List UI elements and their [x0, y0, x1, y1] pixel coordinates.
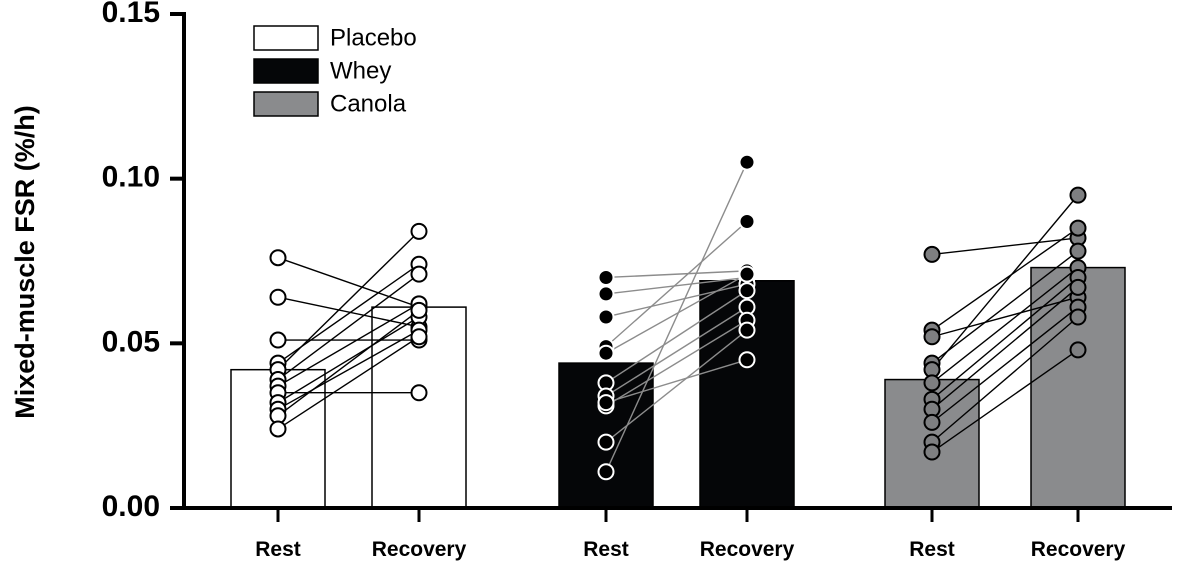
points-layer	[269, 153, 1087, 481]
y-axis-label: Mixed-muscle FSR (%/h)	[10, 105, 40, 419]
legend-label-whey: Whey	[330, 57, 391, 84]
pair-line-whey-2	[605, 276, 748, 295]
legend: Placebo Whey Canola	[253, 24, 417, 117]
point-whey-recovery-9	[738, 321, 756, 339]
pair-line-whey-9	[605, 329, 748, 443]
x-tick-label-recovery: Recovery	[372, 538, 467, 561]
pair-line-whey-4	[605, 220, 748, 348]
pair-line-canola-8	[931, 286, 1079, 410]
pair-line-placebo-6	[277, 273, 420, 381]
pair-line-canola-1	[931, 237, 1079, 256]
pair-line-whey-6	[605, 290, 748, 384]
pair-line-canola-3	[931, 296, 1079, 338]
point-whey-rest-2	[597, 285, 615, 303]
y-tick-label: 0.05	[102, 325, 160, 358]
point-whey-rest-3	[597, 308, 615, 326]
point-placebo-rest-12	[269, 420, 287, 438]
point-whey-rest-11	[597, 394, 615, 412]
pair-line-placebo-9	[277, 316, 420, 404]
point-canola-rest-3	[923, 328, 941, 346]
x-tick-label-recovery: Recovery	[700, 538, 795, 561]
pair-line-whey-5	[605, 273, 748, 354]
point-whey-recovery-4	[738, 212, 756, 230]
pair-line-placebo-12	[277, 336, 420, 430]
pair-line-placebo-5	[277, 230, 420, 371]
point-canola-rest-6	[923, 374, 941, 392]
pair-line-canola-11	[931, 349, 1079, 453]
x-tick-label-recovery: Recovery	[1031, 538, 1126, 561]
point-placebo-recovery-6	[410, 265, 428, 283]
legend-label-canola: Canola	[330, 90, 407, 117]
point-placebo-recovery-11	[410, 301, 428, 319]
point-whey-recovery-10	[738, 153, 756, 171]
point-canola-recovery-5	[1069, 186, 1087, 204]
pair-line-canola-7	[931, 276, 1079, 400]
pair-line-canola-9	[931, 306, 1079, 423]
pair-line-placebo-10	[277, 329, 420, 410]
point-whey-recovery-5	[738, 265, 756, 283]
point-placebo-rest-2	[269, 288, 287, 306]
point-placebo-recovery-5	[410, 222, 428, 240]
point-canola-rest-11	[923, 443, 941, 461]
pair-line-whey-10	[605, 161, 748, 473]
point-canola-recovery-4	[1069, 242, 1087, 260]
pair-line-placebo-11	[277, 309, 420, 417]
pair-line-canola-6	[931, 267, 1079, 384]
legend-label-placebo: Placebo	[330, 24, 417, 51]
point-whey-rest-10	[597, 463, 615, 481]
point-canola-recovery-10	[1069, 308, 1087, 326]
point-canola-rest-1	[923, 245, 941, 263]
point-whey-rest-1	[597, 268, 615, 286]
point-placebo-rest-1	[269, 249, 287, 267]
pair-line-placebo-7	[277, 303, 420, 387]
point-whey-recovery-6	[738, 282, 756, 300]
pair-line-canola-5	[931, 194, 1079, 371]
pair-line-placebo-2	[277, 296, 420, 328]
pair-line-placebo-1	[277, 257, 420, 308]
y-tick-label: 0.00	[102, 490, 160, 523]
point-canola-recovery-8	[1069, 278, 1087, 296]
pair-line-canola-10	[931, 316, 1079, 443]
pair-line-whey-11	[605, 359, 748, 404]
point-canola-recovery-11	[1069, 341, 1087, 359]
legend-swatch-canola	[253, 91, 319, 117]
legend-swatch-placebo	[253, 25, 319, 51]
point-whey-rest-5	[597, 344, 615, 362]
x-tick-label-rest: Rest	[583, 538, 629, 561]
legend-swatch-whey	[253, 58, 319, 84]
pair-line-whey-8	[605, 319, 748, 407]
pair-line-whey-3	[605, 283, 748, 318]
point-canola-rest-9	[923, 413, 941, 431]
pair-line-whey-7	[605, 306, 748, 397]
point-canola-recovery-2	[1069, 219, 1087, 237]
x-tick-label-rest: Rest	[909, 538, 955, 561]
pair-line-whey-1	[605, 270, 748, 279]
axes-layer: 0.00 0.05 0.10 0.15 Rest Recovery Rest Recovery…	[102, 0, 1172, 561]
pair-line-canola-4	[931, 250, 1079, 364]
point-whey-rest-9	[597, 433, 615, 451]
y-tick-label: 0.15	[102, 0, 160, 29]
point-placebo-rest-3	[269, 331, 287, 349]
point-placebo-recovery-12	[410, 328, 428, 346]
y-tick-label: 0.10	[102, 161, 160, 194]
point-whey-recovery-11	[738, 351, 756, 369]
pair-lines-layer	[277, 161, 1079, 473]
pair-line-canola-2	[931, 227, 1079, 331]
x-tick-label-rest: Rest	[255, 538, 301, 561]
point-placebo-recovery-8	[410, 384, 428, 402]
bars-layer	[230, 266, 1126, 509]
